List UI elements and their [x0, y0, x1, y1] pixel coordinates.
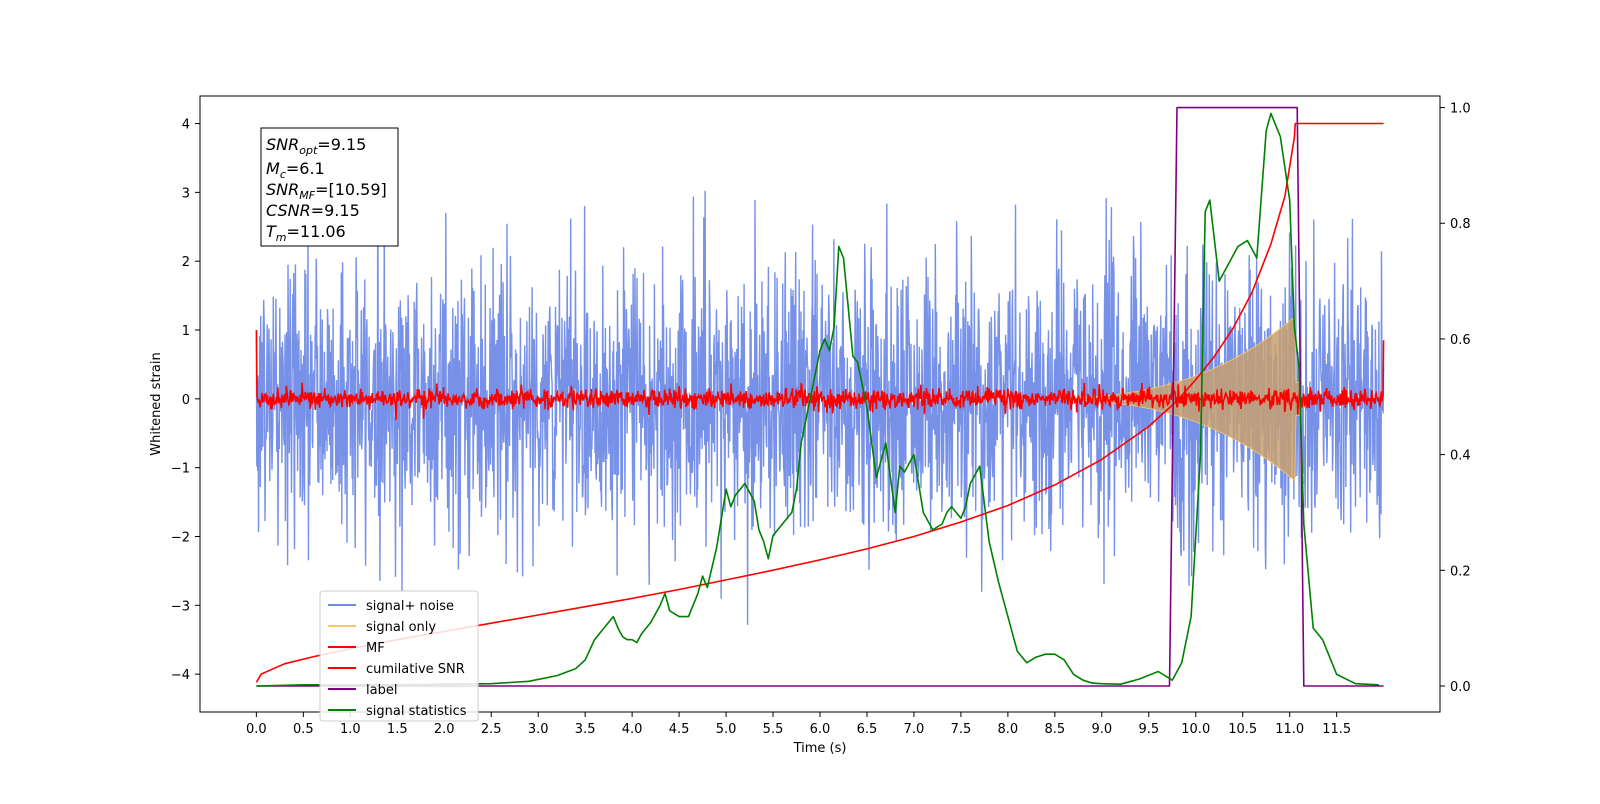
info-csnr: CSNR=9.15	[266, 201, 360, 220]
x-axis-title: Time (s)	[793, 741, 847, 756]
y-tick-label: 2	[182, 255, 190, 270]
y-tick-label: 3	[182, 186, 190, 201]
series-signal-noise	[255, 177, 1385, 625]
x-tick-label: 0.5	[293, 722, 314, 737]
y-tick-label: −1	[171, 462, 190, 477]
legend-label: cumilative SNR	[366, 662, 465, 677]
x-tick-label: 3.0	[528, 722, 549, 737]
y2-tick-label: 0.2	[1450, 564, 1471, 579]
x-tick-label: 3.5	[575, 722, 596, 737]
x-tick-label: 9.5	[1138, 722, 1159, 737]
x-tick-label: 7.5	[951, 722, 972, 737]
y-tick-label: −3	[171, 599, 190, 614]
legend-label: signal only	[366, 620, 436, 635]
x-axis: 0.0 0.5 1.0 1.5 2.0 2.5 3.0 3.5 4.0 4.5 5.0 5.5 6.0 6…	[246, 712, 1351, 737]
x-tick-label: 4.5	[669, 722, 690, 737]
series-mf	[255, 329, 1385, 420]
x-tick-label: 1.5	[387, 722, 408, 737]
legend-frame	[319, 590, 479, 722]
y-tick-label: −2	[171, 530, 190, 545]
y-axis-left: −4 −3 −2 −1 0 1 2 3 4	[171, 118, 200, 683]
x-tick-label: 1.0	[340, 722, 361, 737]
x-tick-label: 6.5	[857, 722, 878, 737]
legend-label: MF	[366, 641, 385, 656]
legend-label: label	[366, 683, 397, 698]
y2-tick-label: 0.0	[1450, 680, 1471, 695]
y-tick-label: −4	[171, 668, 190, 683]
info-merger-time: Tm=11.06	[266, 222, 346, 244]
legend-label: signal+ noise	[366, 599, 454, 614]
x-tick-label: 8.0	[998, 722, 1019, 737]
x-tick-label: 11.0	[1275, 722, 1304, 737]
x-tick-label: 10.0	[1181, 722, 1210, 737]
y2-tick-label: 0.6	[1450, 333, 1471, 348]
y-tick-label: 0	[182, 393, 190, 408]
info-box: SNRopt=9.15 Mc=6.1 SNRMF=[10.59] CSNR=9.…	[260, 127, 399, 247]
legend-label: signal statistics	[366, 704, 467, 719]
x-tick-label: 4.0	[622, 722, 643, 737]
y-axis-right: 0.0 0.2 0.4 0.6 0.8 1.0	[1440, 102, 1471, 695]
x-tick-label: 5.5	[763, 722, 784, 737]
x-tick-label: 2.5	[481, 722, 502, 737]
y2-tick-label: 0.8	[1450, 217, 1471, 232]
x-tick-label: 5.0	[716, 722, 737, 737]
series-signal-statistics	[256, 112, 1379, 687]
legend: signal+ noise signal only MF cumilative SNR…	[319, 590, 479, 722]
x-tick-label: 8.5	[1045, 722, 1066, 737]
y-tick-label: 4	[182, 118, 190, 133]
y-axis-title: Whitened strain	[149, 352, 164, 455]
y-tick-label: 1	[182, 324, 190, 339]
x-tick-label: 9.0	[1091, 722, 1112, 737]
x-tick-label: 6.0	[810, 722, 831, 737]
info-chirp-mass: Mc=6.1	[266, 159, 325, 181]
series-layer	[255, 106, 1385, 687]
series-label	[256, 106, 1384, 687]
x-tick-label: 0.0	[246, 722, 267, 737]
info-box-frame	[260, 127, 399, 247]
info-snr-opt: SNRopt=9.15	[266, 135, 366, 157]
y2-tick-label: 0.4	[1450, 449, 1471, 464]
x-tick-label: 7.0	[904, 722, 925, 737]
x-tick-label: 2.0	[434, 722, 455, 737]
y2-tick-label: 1.0	[1450, 102, 1471, 117]
info-snr-mf: SNRMF=[10.59]	[266, 180, 387, 202]
x-tick-label: 11.5	[1322, 722, 1351, 737]
x-tick-label: 10.5	[1228, 722, 1257, 737]
